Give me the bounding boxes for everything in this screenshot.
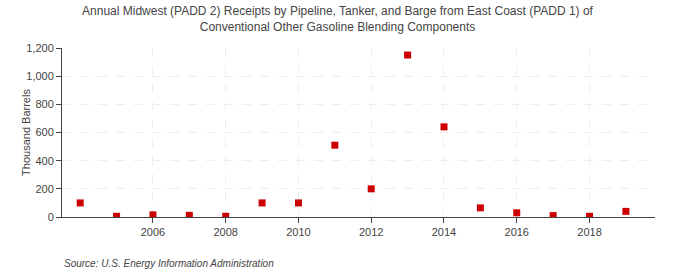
svg-text:Thousand Barrels: Thousand Barrels [20,89,32,176]
svg-text:0: 0 [48,211,54,223]
svg-text:400: 400 [35,155,53,167]
svg-text:2014: 2014 [432,226,456,238]
svg-text:2018: 2018 [577,226,601,238]
svg-text:2016: 2016 [505,226,529,238]
svg-text:800: 800 [35,98,53,110]
svg-text:2006: 2006 [141,226,165,238]
svg-text:600: 600 [35,126,53,138]
svg-text:Source: U.S. Energy Informatio: Source: U.S. Energy Information Administ… [64,258,274,269]
svg-text:1,000: 1,000 [26,70,54,82]
svg-text:200: 200 [35,183,53,195]
svg-text:2010: 2010 [286,226,310,238]
svg-text:Annual Midwest (PADD 2) Receip: Annual Midwest (PADD 2) Receipts by Pipe… [82,4,594,34]
svg-text:1,200: 1,200 [26,42,54,54]
svg-text:2012: 2012 [359,226,383,238]
svg-text:2008: 2008 [213,226,237,238]
